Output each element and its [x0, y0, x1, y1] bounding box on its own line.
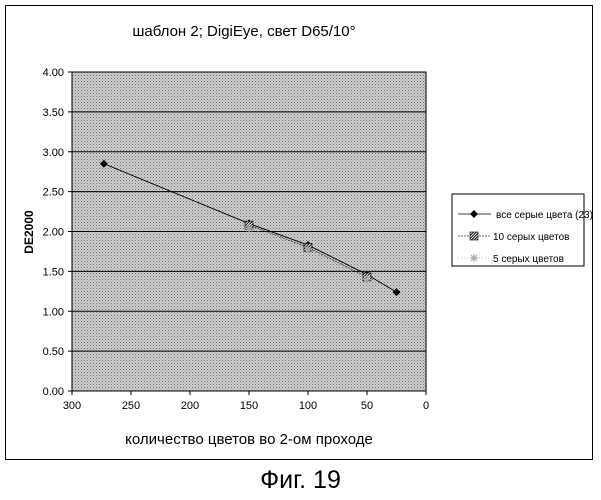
y-tick-label: 1.50 — [43, 266, 64, 278]
y-tick-label: 2.00 — [43, 227, 64, 239]
x-tick-label: 200 — [181, 400, 199, 412]
data-point — [304, 246, 312, 254]
y-tick-label: 3.50 — [43, 107, 64, 119]
y-tick-label: 3.00 — [43, 147, 64, 159]
data-point — [245, 224, 253, 232]
x-tick-label: 150 — [240, 400, 258, 412]
x-tick-label: 250 — [122, 400, 140, 412]
y-axis-ticks: 0.00 0.50 1.00 1.50 2.00 2.50 3.00 3.50 4.00 — [43, 67, 72, 398]
x-tick-label: 300 — [63, 400, 81, 412]
y-tick-label: 0.00 — [43, 386, 64, 398]
y-tick-label: 0.50 — [43, 346, 64, 358]
x-axis-ticks: 300 250 200 150 100 50 0 — [63, 391, 429, 412]
legend-marker — [470, 254, 478, 262]
legend-marker — [470, 232, 478, 240]
chart-frame: шаблон 2; DigiEye, свет D65/10° 0.00 0.50… — [5, 5, 593, 460]
y-tick-label: 1.00 — [43, 306, 64, 318]
chart: шаблон 2; DigiEye, свет D65/10° 0.00 0.50… — [6, 6, 594, 461]
x-tick-label: 0 — [423, 400, 429, 412]
data-point — [363, 275, 371, 283]
legend-label: все серые цвета (23) — [496, 210, 593, 221]
y-tick-label: 2.50 — [43, 187, 64, 199]
legend: все серые цвета (23) 10 серых цветов 5 сер… — [452, 194, 593, 266]
x-tick-label: 50 — [361, 400, 373, 412]
legend-label: 5 серых цветов — [493, 254, 564, 265]
y-tick-label: 4.00 — [43, 67, 64, 79]
chart-title: шаблон 2; DigiEye, свет D65/10° — [132, 23, 355, 40]
legend-label: 10 серых цветов — [493, 232, 570, 243]
x-axis-label: количество цветов во 2-ом проходе — [125, 431, 373, 448]
figure-caption: Фиг. 19 — [0, 466, 601, 495]
y-axis-label: DE2000 — [22, 210, 36, 254]
x-tick-label: 100 — [299, 400, 317, 412]
